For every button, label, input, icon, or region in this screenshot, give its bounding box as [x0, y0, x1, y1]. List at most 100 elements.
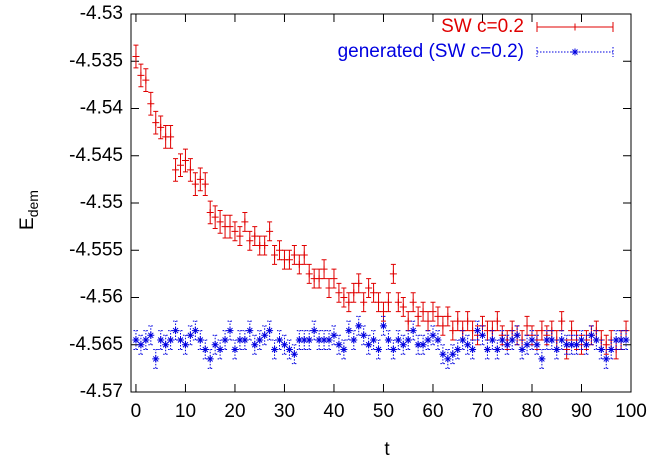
- marker: [409, 327, 417, 335]
- marker: [488, 336, 496, 344]
- marker: [459, 336, 467, 344]
- marker: [360, 331, 368, 339]
- marker: [335, 289, 343, 297]
- marker: [394, 298, 402, 306]
- marker: [330, 331, 338, 339]
- marker: [280, 341, 288, 349]
- marker: [256, 336, 264, 344]
- marker: [196, 336, 204, 344]
- marker: [602, 341, 610, 349]
- marker: [315, 275, 323, 283]
- marker: [469, 345, 477, 353]
- marker: [211, 213, 219, 221]
- marker: [533, 341, 541, 349]
- marker: [231, 227, 239, 235]
- marker: [295, 336, 303, 344]
- y-tick-label: -4.565: [69, 334, 123, 355]
- marker: [592, 336, 600, 344]
- marker: [251, 341, 259, 349]
- y-tick-label: -4.57: [80, 381, 123, 402]
- marker: [142, 76, 150, 84]
- marker: [345, 298, 353, 306]
- marker: [573, 341, 581, 349]
- y-tick-label: -4.555: [69, 239, 123, 260]
- marker: [399, 303, 407, 311]
- marker: [246, 327, 254, 335]
- marker: [518, 345, 526, 353]
- marker: [162, 341, 170, 349]
- marker: [305, 336, 313, 344]
- marker: [360, 298, 368, 306]
- marker: [444, 312, 452, 320]
- marker: [587, 331, 595, 339]
- marker: [375, 345, 383, 353]
- marker: [355, 322, 363, 330]
- marker: [137, 71, 145, 79]
- marker: [320, 336, 328, 344]
- marker: [444, 355, 452, 363]
- marker: [394, 336, 402, 344]
- marker: [419, 308, 427, 316]
- marker: [582, 341, 590, 349]
- marker: [365, 341, 373, 349]
- marker: [276, 336, 284, 344]
- marker: [607, 345, 615, 353]
- y-tick-label: -4.53: [80, 3, 123, 24]
- marker: [434, 312, 442, 320]
- marker: [454, 317, 462, 325]
- marker: [429, 308, 437, 316]
- marker: [191, 327, 199, 335]
- marker: [177, 161, 185, 169]
- marker: [548, 336, 556, 344]
- marker: [137, 341, 145, 349]
- marker: [216, 218, 224, 226]
- marker: [177, 336, 185, 344]
- marker: [498, 336, 506, 344]
- x-tick-label: 90: [571, 401, 592, 422]
- x-tick-label: 50: [373, 401, 394, 422]
- marker: [152, 119, 160, 127]
- y-tick-label: -4.55: [80, 192, 123, 213]
- marker: [261, 242, 269, 250]
- marker: [167, 133, 175, 141]
- marker: [424, 317, 432, 325]
- marker: [236, 232, 244, 240]
- marker: [186, 331, 194, 339]
- marker: [325, 336, 333, 344]
- marker: [543, 336, 551, 344]
- marker: [211, 341, 219, 349]
- marker: [434, 336, 442, 344]
- marker: [508, 336, 516, 344]
- marker: [261, 331, 269, 339]
- marker: [370, 289, 378, 297]
- x-tick-label: 100: [615, 401, 647, 422]
- marker: [246, 237, 254, 245]
- x-tick-label: 60: [422, 401, 443, 422]
- marker: [206, 355, 214, 363]
- marker: [365, 284, 373, 292]
- marker: [147, 331, 155, 339]
- marker: [300, 336, 308, 344]
- y-tick-label: -4.56: [80, 287, 123, 308]
- marker: [172, 166, 180, 174]
- marker: [538, 355, 546, 363]
- marker: [335, 341, 343, 349]
- marker: [152, 355, 160, 363]
- marker: [389, 345, 397, 353]
- marker: [350, 289, 358, 297]
- marker: [424, 336, 432, 344]
- marker: [167, 336, 175, 344]
- marker: [513, 331, 521, 339]
- marker: [454, 345, 462, 353]
- marker: [419, 341, 427, 349]
- marker: [612, 336, 620, 344]
- marker: [483, 345, 491, 353]
- marker: [528, 336, 536, 344]
- marker: [558, 336, 566, 344]
- marker: [276, 246, 284, 254]
- marker: [493, 317, 501, 325]
- marker: [523, 341, 531, 349]
- marker: [379, 322, 387, 330]
- marker: [568, 341, 576, 349]
- marker: [196, 175, 204, 183]
